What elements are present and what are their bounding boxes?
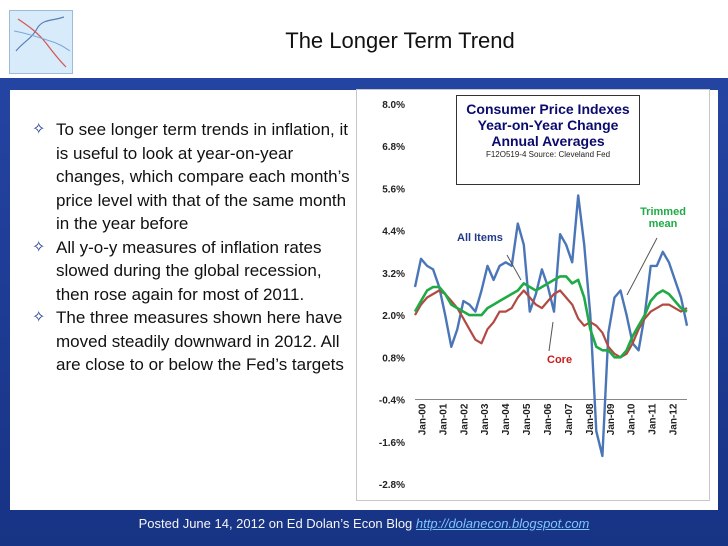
x-tick-label: Jan-04	[501, 403, 512, 435]
all-items-arrow	[506, 254, 522, 281]
x-tick-label: Jan-08	[585, 403, 596, 435]
blog-link[interactable]: http://dolanecon.blogspot.com	[415, 516, 590, 531]
y-tick-label: 8.0%	[382, 100, 405, 111]
x-tick-label: Jan-11	[648, 403, 659, 435]
x-tick-label: Jan-10	[627, 403, 638, 435]
core-arrow	[548, 321, 554, 352]
x-tick-label: Jan-02	[459, 403, 470, 435]
footer-text: Posted June 14, 2012 on Ed Dolan’s Econ …	[138, 516, 413, 531]
y-tick-label: 4.4%	[382, 227, 405, 238]
chart-source: F12O519-4 Source: Cleveland Fed	[485, 150, 611, 159]
y-tick-label: 2.0%	[382, 311, 405, 322]
x-tick-label: Jan-05	[522, 403, 533, 435]
chart-title: Consumer Price Indexes	[466, 101, 630, 117]
bullet-text: The three measures shown here have moved…	[56, 308, 344, 374]
diamond-bullet-icon: ✧	[32, 121, 46, 138]
y-tick-label: 0.8%	[382, 353, 405, 364]
series-core-line	[414, 289, 688, 359]
x-tick-label: Jan-01	[438, 403, 449, 435]
bullet-text: To see longer term trends in inflation, …	[56, 120, 350, 233]
chart-subtitle-line-1: Year-on-Year Change	[477, 117, 619, 133]
y-tick-label: 6.8%	[382, 142, 405, 153]
globe-map-icon	[10, 11, 72, 73]
x-tick-label: Jan-00	[417, 403, 428, 435]
bullet-list: ✧ To see longer term trends in inflation…	[32, 118, 352, 377]
page-title: The Longer Term Trend	[285, 28, 515, 53]
y-tick-label: 3.2%	[382, 269, 405, 280]
title-bar: The Longer Term Trend	[0, 0, 728, 78]
bullet-text: All y-o-y measures of inflation rates sl…	[56, 237, 322, 304]
x-tick-label: Jan-06	[543, 403, 554, 435]
trimmed-mean-arrow	[626, 237, 658, 296]
logo-image	[9, 10, 73, 74]
x-tick-label: Jan-09	[606, 403, 617, 435]
x-tick-label: Jan-12	[669, 403, 680, 435]
diamond-bullet-icon: ✧	[32, 309, 46, 326]
series-trimmed-mean-line	[413, 275, 688, 359]
y-tick-label: -2.8%	[379, 480, 405, 491]
line-chart: 8.0% 6.8% 5.6% 4.4% 3.2% 2.0% 0.8% -0.4% -1.6% -2…	[379, 100, 689, 491]
bullet-item: ✧ The three measures shown here have mov…	[32, 306, 352, 377]
x-tick-label: Jan-07	[564, 403, 575, 435]
annotation-all-items: All Items	[457, 232, 503, 244]
x-tick-label: Jan-03	[480, 403, 491, 435]
chart-subtitle-line-2: Annual Averages	[491, 133, 605, 149]
footer: Posted June 14, 2012 on Ed Dolan’s Econ …	[0, 516, 728, 531]
y-tick-label: -0.4%	[379, 396, 405, 407]
chart-title-box: Consumer Price Indexes Year-on-Year Chan…	[456, 95, 640, 185]
bullet-item: ✧ To see longer term trends in inflation…	[32, 118, 352, 236]
y-tick-label: 5.6%	[382, 184, 405, 195]
chart-frame: 8.0% 6.8% 5.6% 4.4% 3.2% 2.0% 0.8% -0.4% -1.6% -2…	[356, 89, 710, 501]
annotation-trimmed-mean: Trimmed mean	[640, 206, 686, 230]
annotation-core: Core	[547, 354, 573, 366]
y-tick-label: -1.6%	[379, 438, 405, 449]
bullet-item: ✧ All y-o-y measures of inflation rates …	[32, 236, 352, 307]
diamond-bullet-icon: ✧	[32, 238, 46, 256]
